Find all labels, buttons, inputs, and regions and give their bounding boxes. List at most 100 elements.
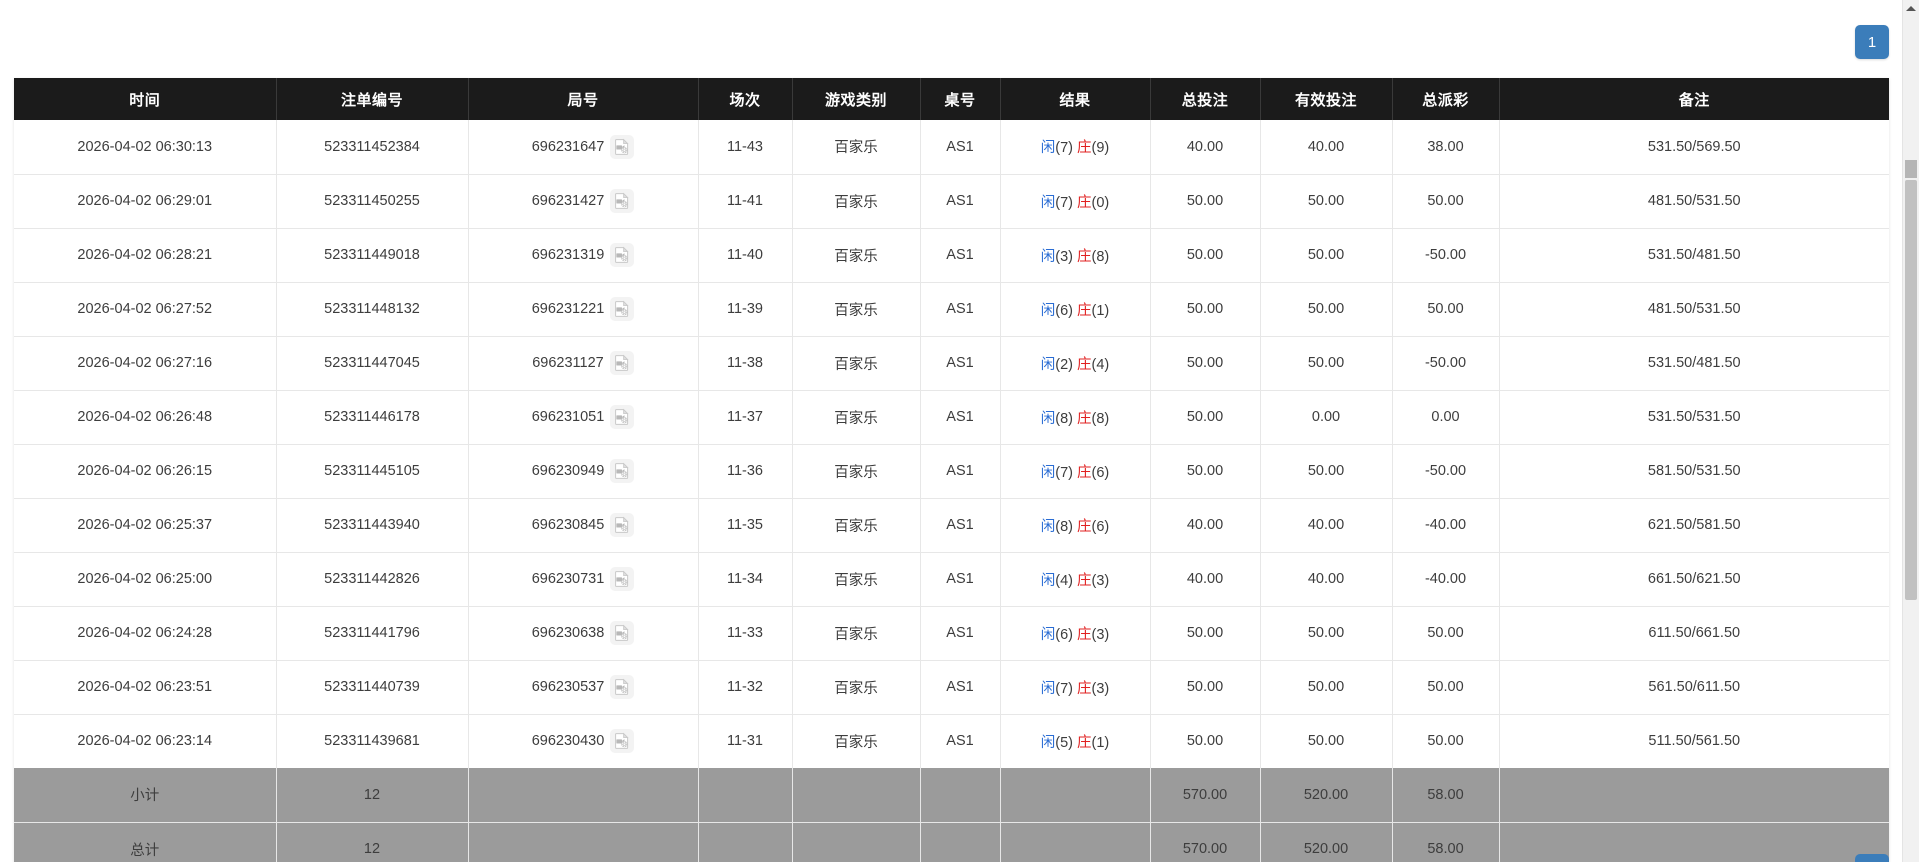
video-file-icon[interactable] [610,405,635,429]
column-header-session[interactable]: 场次 [698,78,793,120]
cell-round-no: 696231221 [468,282,699,337]
cell-result: 闲(3) 庄(8) [1000,228,1151,283]
table-row[interactable]: 2026-04-02 06:25:00 523311442826 696230731… [14,552,1889,607]
result-player-label: 闲 [1040,572,1056,589]
table-row[interactable]: 2026-04-02 06:25:37 523311443940 696230845… [14,498,1889,553]
pagination-page-bottom[interactable]: 2 [1855,854,1889,862]
cell-table-no: AS1 [920,282,1001,337]
cell-valid-bet: 50.00 [1260,660,1393,715]
video-file-icon[interactable] [609,351,634,375]
cell-result: 闲(6) 庄(3) [1000,606,1151,661]
table-row[interactable]: 2026-04-02 06:27:16 523311447045 696231127… [14,336,1889,391]
result-banker-value: (6) [1091,518,1110,535]
video-file-icon[interactable] [610,189,635,213]
result-banker-value: (3) [1091,572,1110,589]
column-header-total-bet[interactable]: 总投注 [1150,78,1261,120]
result-banker-label: 庄 [1077,302,1092,319]
table-row[interactable]: 2026-04-02 06:23:51 523311440739 696230537… [14,660,1889,715]
column-header-remark[interactable]: 备注 [1499,78,1889,120]
cell-round-no: 696230638 [468,606,699,661]
video-file-icon[interactable] [610,621,635,645]
result-player-label: 闲 [1040,734,1056,751]
result-player-value: (6) [1055,302,1073,319]
cell-game-type: 百家乐 [792,714,921,768]
video-file-icon[interactable] [610,243,635,267]
cell-round-no: 696231319 [468,228,699,283]
cell-table-no: AS1 [920,228,1001,283]
video-file-icon[interactable] [610,513,635,537]
cell-total-payout: -40.00 [1392,498,1500,553]
cell-valid-bet: 50.00 [1260,606,1393,661]
column-header-time[interactable]: 时间 [14,78,277,120]
result-banker-label: 庄 [1077,410,1092,427]
cell-table-no: AS1 [920,498,1001,553]
cell-valid-bet: 50.00 [1260,174,1393,229]
table-row[interactable]: 2026-04-02 06:28:21 523311449018 696231319… [14,228,1889,283]
cell-session: 11-40 [698,228,793,283]
pagination-page-1-top-label: 1 [1867,33,1877,51]
scrollbar-thumb[interactable] [1905,180,1917,600]
cell-time: 2026-04-02 06:24:28 [14,606,277,661]
column-header-round-no[interactable]: 局号 [468,78,699,120]
cell-total-bet: 50.00 [1150,174,1261,229]
video-file-icon[interactable] [610,134,635,159]
table-row[interactable]: 2026-04-02 06:26:15 523311445105 696230949… [14,444,1889,499]
round-no-text: 696230731 [531,571,605,587]
table-row[interactable]: 2026-04-02 06:23:14 523311439681 696230430… [14,714,1889,768]
result-banker-value: (8) [1091,248,1110,265]
table-row[interactable]: 2026-04-02 06:27:52 523311448132 696231221… [14,282,1889,337]
cell-total-bet: 40.00 [1150,498,1261,553]
table-row[interactable]: 2026-04-02 06:30:13 523311452384 696231647… [14,120,1889,175]
video-file-icon[interactable] [610,567,635,591]
cell-total-bet: 50.00 [1150,390,1261,445]
cell-round-no: 696231127 [468,336,699,391]
cell-bet-id: 523311439681 [276,714,469,768]
result-player-label: 闲 [1040,518,1056,535]
summary-round-no [468,768,699,823]
column-header-total-payout[interactable]: 总派彩 [1392,78,1500,120]
video-file-icon[interactable] [610,459,635,483]
cell-bet-id: 523311448132 [276,282,469,337]
cell-game-type: 百家乐 [792,120,921,175]
cell-total-bet: 50.00 [1150,336,1261,391]
page-scrollbar[interactable] [1902,0,1919,862]
table-body: 2026-04-02 06:30:13 523311452384 696231647… [14,120,1889,768]
cell-total-payout: -50.00 [1392,336,1500,391]
cell-game-type: 百家乐 [792,174,921,229]
cell-table-no: AS1 [920,444,1001,499]
column-header-result[interactable]: 结果 [1000,78,1151,120]
result-player-label: 闲 [1040,464,1056,481]
round-no-text: 696230430 [531,733,605,750]
table-row[interactable]: 2026-04-02 06:29:01 523311450255 696231427… [14,174,1889,229]
result-player-value: (7) [1055,140,1073,157]
cell-result: 闲(7) 庄(9) [1000,120,1151,175]
cell-round-no: 696230430 [468,714,699,768]
result-banker-label: 庄 [1077,572,1092,589]
cell-round-no: 696230537 [468,660,699,715]
result-player-label: 闲 [1040,194,1056,211]
cell-time: 2026-04-02 06:26:15 [14,444,277,499]
cell-session: 11-41 [698,174,793,229]
cell-session: 11-37 [698,390,793,445]
cell-table-no: AS1 [920,660,1001,715]
cell-time: 2026-04-02 06:27:52 [14,282,277,337]
column-header-bet-id[interactable]: 注单编号 [276,78,469,120]
column-header-valid-bet[interactable]: 有效投注 [1260,78,1393,120]
cell-result: 闲(7) 庄(6) [1000,444,1151,499]
scrollbar-up-arrow-icon[interactable] [1903,0,1919,17]
column-header-table-no[interactable]: 桌号 [920,78,1001,120]
pagination-page-1-top[interactable]: 1 [1855,25,1889,59]
table-header-row: 时间 注单编号 局号 场次 游戏类别 桌号 结果 总投注 有效投注 总派彩 备注 [14,78,1889,120]
video-file-icon[interactable] [610,729,635,754]
result-player-value: (8) [1055,410,1073,427]
result-banker-label: 庄 [1077,464,1092,481]
table-row[interactable]: 2026-04-02 06:24:28 523311441796 696230638… [14,606,1889,661]
video-file-icon[interactable] [610,297,635,321]
cell-game-type: 百家乐 [792,228,921,283]
result-banker-label: 庄 [1077,734,1092,751]
video-file-icon[interactable] [610,675,635,699]
round-no-text: 696230638 [531,625,605,641]
table-row[interactable]: 2026-04-02 06:26:48 523311446178 696231051… [14,390,1889,445]
column-header-game-type[interactable]: 游戏类别 [792,78,921,120]
cell-remark: 481.50/531.50 [1499,282,1889,337]
